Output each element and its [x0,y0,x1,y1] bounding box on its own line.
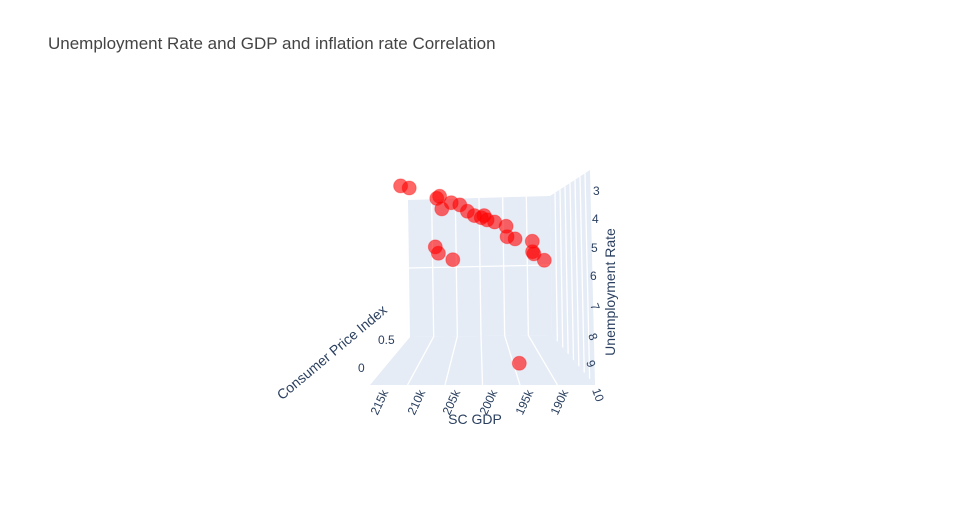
scene-grid [406,173,591,386]
grid-line [579,176,585,373]
z-tick-label: 6 [590,269,597,283]
z-tick-label: 3 [593,184,600,198]
grid-line [584,173,591,379]
x-tick-label: 210k [405,387,429,417]
grid-line [569,182,575,361]
z-tick-label: 7 [587,301,603,312]
grid-line [564,186,569,354]
grid-line [406,336,435,386]
data-point[interactable] [401,180,417,196]
data-point[interactable] [536,252,552,268]
x-tick-label: 195k [513,387,537,417]
grid-line [554,192,559,342]
grid-line [559,189,564,348]
grid-line [504,335,521,386]
z-axis-title: Unemployment Rate [602,228,618,356]
grid-line [574,179,580,367]
z-tick-label: 10 [589,386,607,404]
chart-title: Unemployment Rate and GDP and inflation … [48,34,496,53]
data-markers[interactable] [393,178,552,371]
z-tick-label: 5 [591,241,598,255]
z-tick-label: 9 [583,358,599,369]
grid-line [527,335,559,386]
grid-line [408,264,552,269]
grid-line [444,336,458,386]
data-point[interactable] [445,252,461,268]
grid-line [480,335,484,386]
y-axis-title: Consumer Price Index [274,302,390,403]
x-tick-label: 190k [548,387,572,417]
x-tick-label: 215k [368,387,392,417]
z-tick-label: 8 [585,331,601,342]
data-point[interactable] [511,355,527,371]
y-tick-label: 0 [358,361,365,375]
data-point[interactable] [430,245,446,261]
floor [370,335,595,385]
y-tick-label: 0.5 [378,333,395,347]
z-tick-label: 4 [592,212,599,226]
data-point[interactable] [507,231,523,247]
data-point[interactable] [526,246,542,262]
x-axis-title: SC GDP [448,411,502,427]
